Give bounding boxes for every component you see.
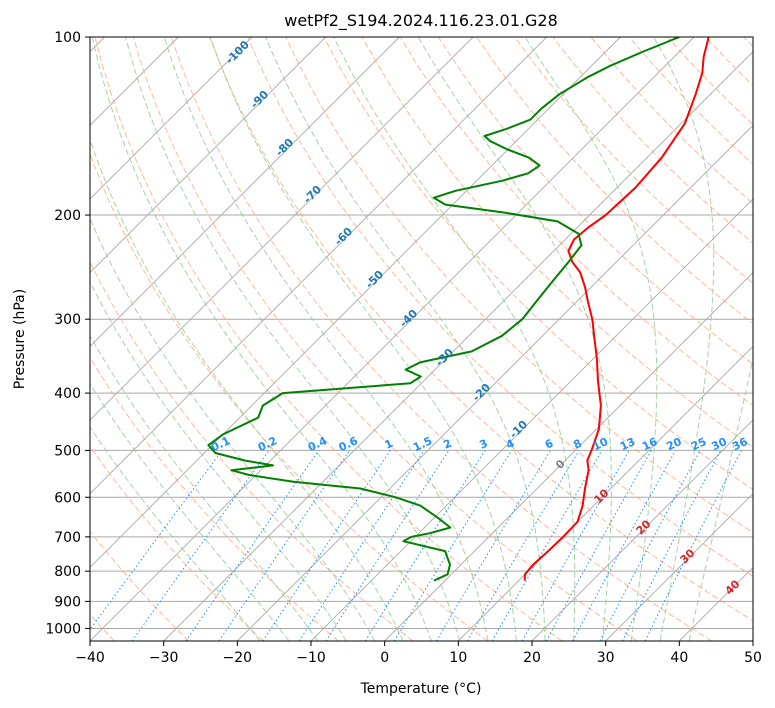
dry-adiabat-line xyxy=(90,530,190,641)
moist-adiabat-line xyxy=(90,217,376,641)
x-tick-label: 50 xyxy=(744,650,762,666)
y-tick-label: 300 xyxy=(54,312,81,328)
dewpoint-profile-line xyxy=(207,37,680,582)
y-tick-label: 800 xyxy=(54,564,81,580)
moist-adiabat-line xyxy=(163,37,489,641)
isotherm-line xyxy=(531,419,753,641)
mixing-ratio-line xyxy=(545,450,652,641)
y-axis-label: Pressure (hPa) xyxy=(12,289,28,389)
moist-adiabat-line xyxy=(90,334,319,641)
mixing-ratio-line xyxy=(90,450,223,631)
x-tick-label: −10 xyxy=(296,650,326,666)
x-tick-label: −30 xyxy=(149,650,179,666)
background-grid xyxy=(90,37,753,641)
y-tick-label: 200 xyxy=(54,208,81,224)
isotherm-line xyxy=(237,124,753,641)
mixing-ratio-line xyxy=(521,450,630,641)
x-tick-label: 0 xyxy=(380,650,389,666)
x-tick-label: 40 xyxy=(670,650,688,666)
dry-adiabat-line xyxy=(285,37,753,534)
dry-adiabat-line xyxy=(437,37,753,365)
isotherm-line xyxy=(90,37,695,641)
isotherm-line xyxy=(90,37,326,274)
isotherm-line xyxy=(163,51,753,641)
x-axis-label: Temperature (°C) xyxy=(360,681,482,697)
x-tick-label: 30 xyxy=(597,650,615,666)
y-tick-label: 100 xyxy=(54,30,81,46)
mixing-ratio-label: 10 xyxy=(591,435,611,453)
data-series xyxy=(207,37,710,582)
isotherm-line xyxy=(90,37,474,421)
moist-adiabat-line xyxy=(90,426,261,641)
dry-adiabat-line xyxy=(90,356,339,641)
x-tick-label: −20 xyxy=(223,650,253,666)
mixing-ratio-label: 36 xyxy=(730,435,750,453)
moist-adiabat-line xyxy=(90,138,404,641)
moist-adiabat-line xyxy=(265,37,546,641)
moist-adiabat-line xyxy=(688,355,753,641)
y-tick-label: 600 xyxy=(54,490,81,506)
dry-adiabat-line xyxy=(90,445,264,641)
moist-adiabat-line xyxy=(209,37,517,641)
plot-frame xyxy=(89,36,754,642)
isotherm-line xyxy=(90,37,547,495)
temperature-profile-line xyxy=(523,37,710,581)
chart-title: wetPf2_S194.2024.116.23.01.G28 xyxy=(284,11,558,31)
mixing-ratio-line xyxy=(131,450,270,641)
isotherm-line xyxy=(90,37,253,200)
x-tick-label: 20 xyxy=(523,650,541,666)
isotherm-line xyxy=(605,493,753,641)
moist-adiabat-line xyxy=(333,37,576,641)
moist-adiabat-line xyxy=(125,37,461,641)
mixing-ratio-line xyxy=(185,450,320,641)
mixing-ratio-line xyxy=(262,450,391,641)
moist-adiabat-line xyxy=(417,37,612,641)
dry-adiabat-line xyxy=(90,152,488,641)
y-tick-label: 900 xyxy=(54,594,81,610)
dry-adiabat-line xyxy=(209,37,753,622)
moist-adiabat-line xyxy=(524,37,658,641)
mixing-ratio-label: 25 xyxy=(689,435,708,453)
mixing-ratio-label: 20 xyxy=(664,435,684,453)
mixing-ratio-line xyxy=(572,450,676,641)
mixing-ratio-line xyxy=(298,450,425,641)
moist-adiabat-line xyxy=(91,37,432,641)
mixing-ratio-label: 30 xyxy=(710,435,730,453)
dry-adiabat-line xyxy=(514,37,753,284)
moist-adiabat-line xyxy=(90,280,347,641)
isotherm-line xyxy=(90,37,621,568)
dry-adiabat-line xyxy=(170,37,712,641)
x-tick-label: 10 xyxy=(449,650,467,666)
y-tick-label: 400 xyxy=(54,386,81,402)
mixing-ratio-line xyxy=(644,450,742,641)
mixing-ratio-label: 16 xyxy=(640,435,660,453)
y-tick-label: 700 xyxy=(54,530,81,546)
moist-adiabat-line xyxy=(653,37,715,641)
isotherm-line xyxy=(90,37,400,347)
mixing-ratio-line xyxy=(393,450,513,641)
y-tick-label: 1000 xyxy=(45,621,81,637)
dry-adiabat-line xyxy=(94,37,563,641)
x-tick-label: −40 xyxy=(75,650,105,666)
mixing-ratio-line xyxy=(218,450,351,641)
dry-adiabat-line xyxy=(247,37,753,577)
mixing-ratio-line xyxy=(325,450,450,641)
moist-adiabat-line xyxy=(90,382,290,641)
mixing-ratio-line xyxy=(621,450,722,641)
y-tick-label: 500 xyxy=(54,443,81,459)
dry-adiabat-line xyxy=(90,260,414,641)
dry-adiabat-line xyxy=(399,37,753,407)
mixing-ratio-label: 13 xyxy=(618,435,637,453)
axis-ticks: −40 −30 −20 −10 0 10 20 30 40 50 100 200 300 400 500 60… xyxy=(45,30,762,666)
isotherm-line xyxy=(384,272,753,641)
